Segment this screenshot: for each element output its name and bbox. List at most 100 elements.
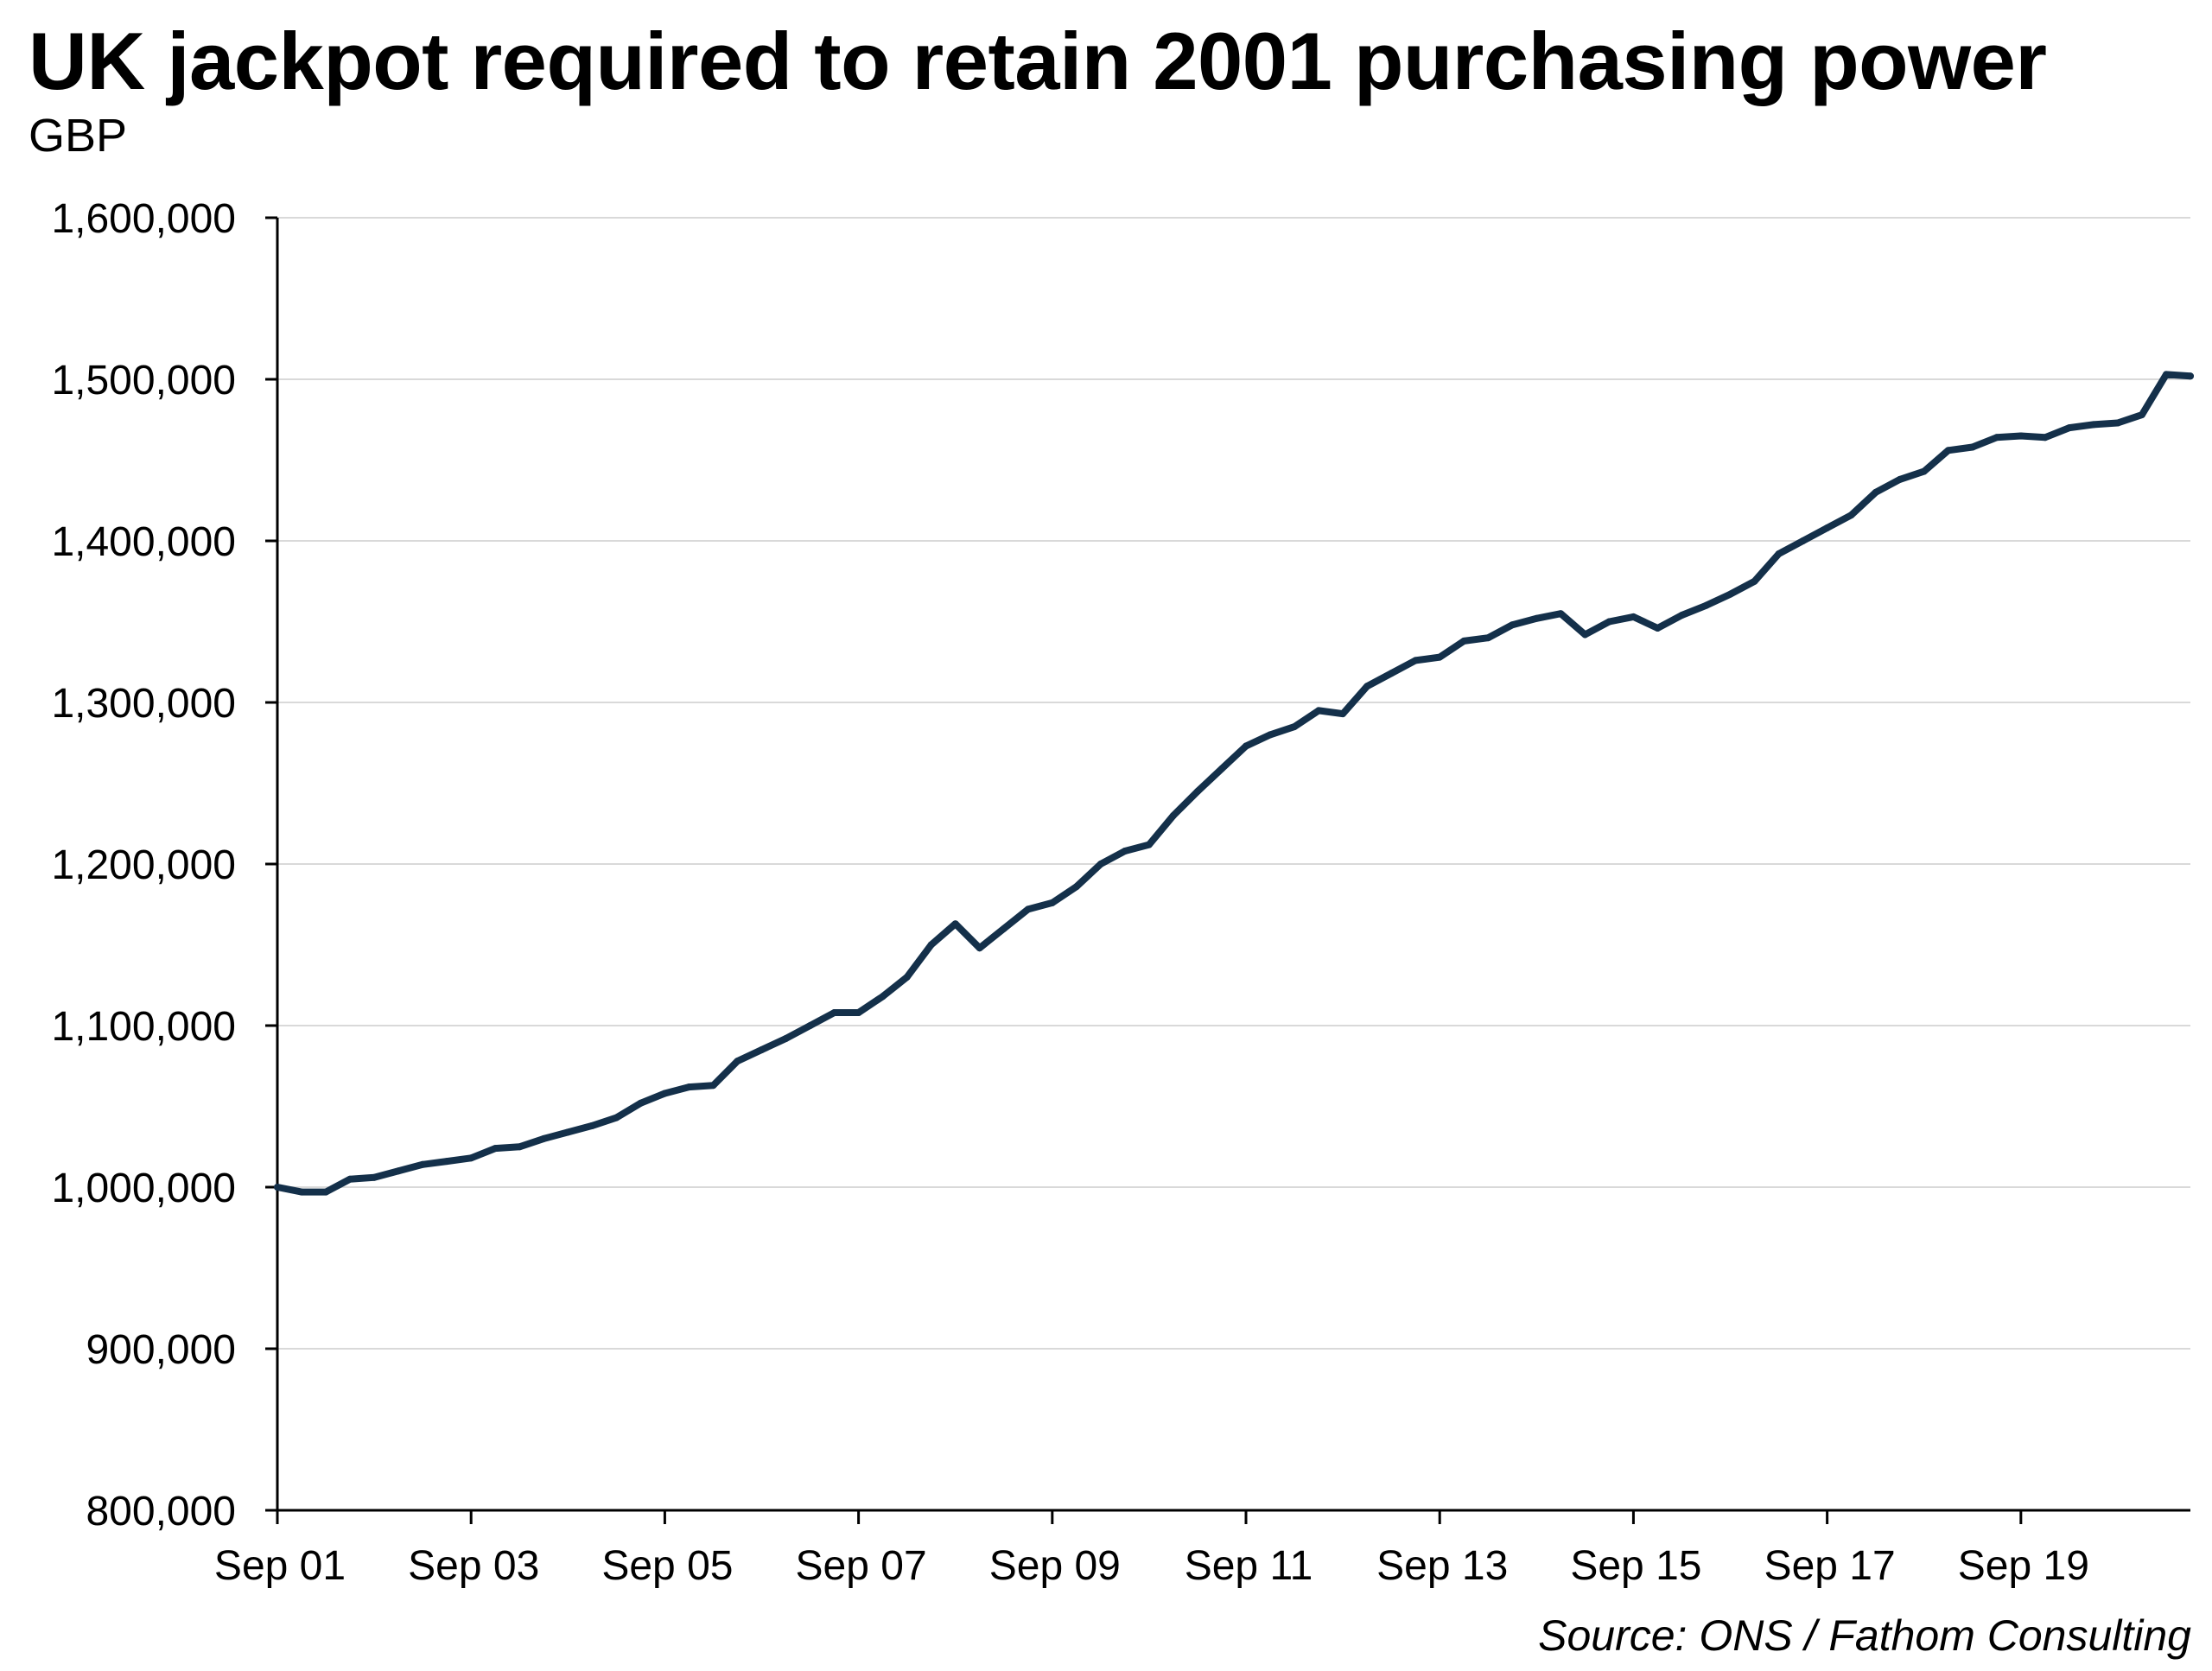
x-tick-label: Sep 11 — [1185, 1543, 1313, 1589]
y-tick-label: 900,000 — [86, 1327, 236, 1373]
data-point — [346, 1175, 354, 1183]
series-layer — [274, 371, 2194, 1196]
y-tick-label: 1,600,000 — [51, 196, 236, 242]
data-point — [637, 1099, 645, 1107]
data-point — [1267, 731, 1274, 739]
data-point — [2041, 434, 2049, 442]
data-point — [1509, 621, 1516, 629]
data-point — [2163, 371, 2170, 378]
data-point — [1339, 710, 1347, 718]
data-point — [1678, 612, 1686, 619]
data-point — [1363, 683, 1371, 690]
data-point — [419, 1160, 427, 1168]
data-point — [1072, 883, 1080, 891]
data-point — [467, 1154, 475, 1162]
source-note: Source: ONS / Fathom Consulting — [1538, 1611, 2191, 1660]
data-point — [1121, 848, 1128, 855]
chart-subtitle: GBP — [29, 110, 128, 162]
data-point — [2187, 372, 2194, 380]
data-point — [395, 1167, 403, 1175]
data-point — [1533, 614, 1541, 622]
data-point — [1557, 610, 1565, 618]
data-point — [1484, 634, 1492, 642]
data-point — [1944, 447, 1952, 454]
data-point — [903, 973, 911, 981]
y-tick-label: 1,500,000 — [51, 358, 236, 403]
x-tick-label: Sep 01 — [214, 1543, 346, 1589]
data-point — [2089, 421, 2097, 429]
y-axis-ticks: 800,000 900,000 1,000,000 1,100,000 1,200,00… — [51, 196, 277, 1534]
data-point — [1726, 590, 1734, 598]
data-point — [322, 1188, 330, 1196]
x-tick-label: Sep 17 — [1764, 1543, 1896, 1589]
data-point — [540, 1134, 548, 1142]
data-point — [2138, 411, 2145, 419]
data-point — [1315, 707, 1323, 715]
x-tick-label: Sep 19 — [1958, 1543, 2089, 1589]
series-line — [274, 371, 2194, 1196]
data-point — [1169, 811, 1177, 819]
data-point — [2113, 419, 2121, 427]
y-tick-label: 1,100,000 — [51, 1004, 236, 1050]
y-tick-label: 1,200,000 — [51, 842, 236, 888]
data-point — [298, 1188, 305, 1196]
gridlines — [277, 217, 2190, 1350]
y-tick-label: 800,000 — [86, 1489, 236, 1534]
data-point — [1024, 905, 1032, 913]
data-point — [1872, 488, 1879, 496]
data-point — [1847, 511, 1855, 519]
data-point — [371, 1173, 378, 1181]
data-point — [1993, 434, 2000, 442]
data-point — [1775, 550, 1783, 557]
data-point — [951, 920, 959, 928]
x-tick-label: Sep 15 — [1570, 1543, 1701, 1589]
data-point — [1412, 657, 1420, 664]
x-axis-ticks: Sep 01 Sep 03 Sep 05 Sep 07 Sep 09 Sep 11 Sep … — [214, 1510, 2089, 1589]
data-point — [927, 941, 935, 949]
data-point — [855, 1009, 862, 1016]
data-point — [2065, 424, 2073, 432]
chart-title: UK jackpot required to retain 2001 purch… — [29, 16, 2047, 106]
data-point — [1630, 613, 1637, 620]
data-point — [1920, 467, 1928, 475]
data-point — [734, 1058, 741, 1065]
data-point — [1460, 637, 1468, 645]
data-point — [782, 1035, 790, 1042]
data-point — [1194, 787, 1201, 795]
x-tick-label: Sep 09 — [989, 1543, 1121, 1589]
data-point — [1291, 723, 1299, 731]
data-point — [613, 1114, 620, 1121]
data-point — [516, 1143, 524, 1151]
data-point — [1823, 524, 1831, 531]
data-point — [685, 1083, 693, 1091]
y-tick-label: 1,000,000 — [51, 1166, 236, 1211]
data-point — [443, 1158, 451, 1166]
data-point — [1968, 443, 1976, 451]
data-point — [1000, 924, 1007, 932]
data-point — [492, 1145, 499, 1153]
data-point — [1654, 625, 1662, 632]
data-point — [588, 1121, 596, 1129]
data-point — [1799, 537, 1807, 544]
series-points — [274, 371, 2194, 1196]
data-point — [1145, 841, 1153, 848]
data-point — [661, 1090, 669, 1097]
data-point — [1605, 618, 1613, 626]
data-point — [1096, 861, 1104, 867]
data-point — [1243, 742, 1249, 750]
data-point — [2017, 432, 2024, 440]
x-tick-label: Sep 05 — [601, 1543, 733, 1589]
data-point — [1751, 577, 1758, 585]
data-point — [830, 1009, 838, 1016]
y-tick-label: 1,400,000 — [51, 519, 236, 565]
x-tick-label: Sep 07 — [796, 1543, 927, 1589]
data-point — [879, 993, 887, 1001]
data-point — [1048, 899, 1056, 906]
data-point — [758, 1046, 766, 1053]
x-tick-label: Sep 13 — [1376, 1543, 1508, 1589]
data-point — [1896, 475, 1904, 483]
data-point — [976, 944, 983, 952]
y-tick-label: 1,300,000 — [51, 681, 236, 727]
data-point — [709, 1082, 717, 1090]
